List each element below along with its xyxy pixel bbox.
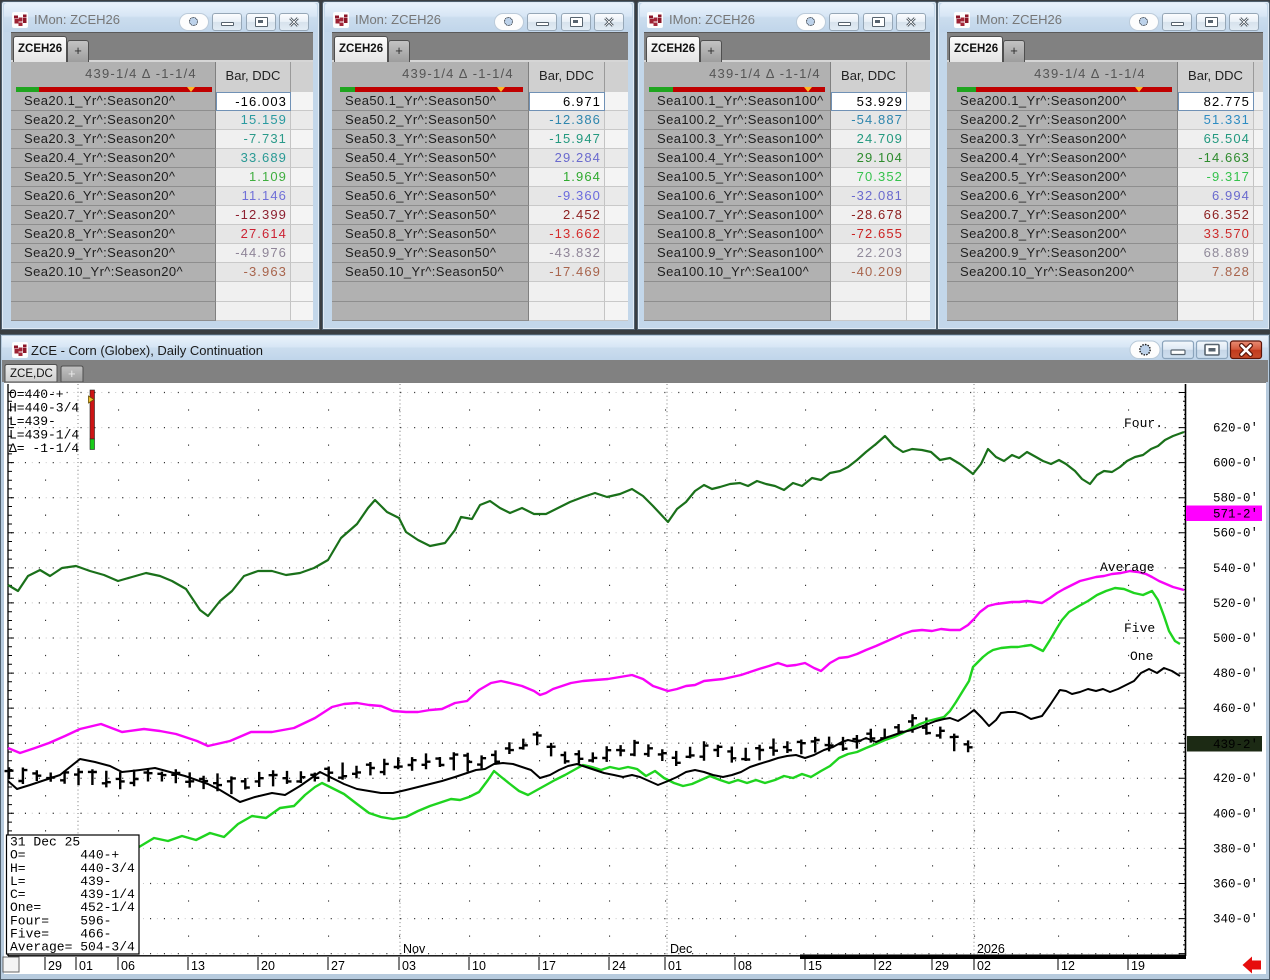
svg-text:O= 440-+: O= 440-+ (10, 848, 119, 863)
svg-text:19: 19 (1131, 959, 1145, 973)
svg-text:17: 17 (542, 959, 556, 973)
svg-text:10: 10 (472, 959, 486, 973)
svg-text:01: 01 (668, 959, 682, 973)
svg-text:ZCE - Corn (Globex), Daily Con: ZCE - Corn (Globex), Daily Continuation (31, 343, 263, 358)
svg-text:O=440-+: O=440-+ (9, 387, 64, 402)
svg-text:08: 08 (738, 959, 752, 973)
svg-text:Four.: Four. (1124, 416, 1163, 431)
svg-text:360-0': 360-0' (1213, 877, 1258, 891)
svg-text:29: 29 (935, 959, 949, 973)
svg-text:L= 439-: L= 439- (10, 874, 111, 889)
svg-text:Dec: Dec (670, 942, 692, 956)
svg-text:420-0': 420-0' (1213, 772, 1258, 786)
svg-text:620-0': 620-0' (1213, 422, 1258, 436)
svg-text:2026: 2026 (977, 942, 1005, 956)
svg-text:02: 02 (977, 959, 991, 973)
svg-text:L=439-: L=439- (9, 414, 56, 429)
svg-text:20: 20 (261, 959, 275, 973)
svg-text:31 Dec 25: 31 Dec 25 (10, 835, 80, 850)
svg-text:06: 06 (121, 959, 135, 973)
svg-text:Nov: Nov (403, 942, 426, 956)
svg-text:One= 452-1/4: One= 452-1/4 (10, 900, 135, 915)
svg-text:380-0': 380-0' (1213, 842, 1258, 856)
svg-text:Four= 596-: Four= 596- (10, 913, 111, 928)
svg-text:24: 24 (612, 959, 626, 973)
svg-text:27: 27 (331, 959, 345, 973)
svg-text:Δ= -1-1/4: Δ= -1-1/4 (9, 441, 79, 456)
svg-text:ZCE,DC: ZCE,DC (10, 368, 53, 380)
svg-text:+: + (68, 366, 76, 381)
svg-text:22: 22 (878, 959, 892, 973)
svg-text:L=439-1/4: L=439-1/4 (9, 428, 79, 443)
svg-text:540-0': 540-0' (1213, 562, 1258, 576)
svg-text:571-2': 571-2' (1213, 508, 1258, 522)
svg-text:H=440-3/4: H=440-3/4 (9, 401, 79, 416)
svg-text:Average= 504-3/4: Average= 504-3/4 (10, 940, 135, 955)
svg-text:400-0': 400-0' (1213, 807, 1258, 821)
svg-text:29: 29 (48, 959, 62, 973)
svg-text:C= 439-1/4: C= 439-1/4 (10, 887, 135, 902)
svg-text:520-0': 520-0' (1213, 597, 1258, 611)
svg-text:12: 12 (1061, 959, 1075, 973)
svg-text:480-0': 480-0' (1213, 667, 1258, 681)
svg-text:Average: Average (1100, 560, 1155, 575)
svg-text:15: 15 (808, 959, 822, 973)
svg-text:One: One (1130, 649, 1153, 664)
svg-text:H= 440-3/4: H= 440-3/4 (10, 861, 135, 876)
svg-text:03: 03 (402, 959, 416, 973)
svg-text:Five= 466-: Five= 466- (10, 927, 111, 942)
svg-text:500-0': 500-0' (1213, 632, 1258, 646)
svg-text:460-0': 460-0' (1213, 702, 1258, 716)
svg-text:13: 13 (191, 959, 205, 973)
svg-text:439-2': 439-2' (1213, 738, 1258, 752)
svg-text:560-0': 560-0' (1213, 527, 1258, 541)
svg-text:Five: Five (1124, 621, 1155, 636)
svg-text:580-0': 580-0' (1213, 492, 1258, 506)
svg-text:01: 01 (79, 959, 93, 973)
svg-text:340-0': 340-0' (1213, 913, 1258, 927)
svg-text:600-0': 600-0' (1213, 457, 1258, 471)
